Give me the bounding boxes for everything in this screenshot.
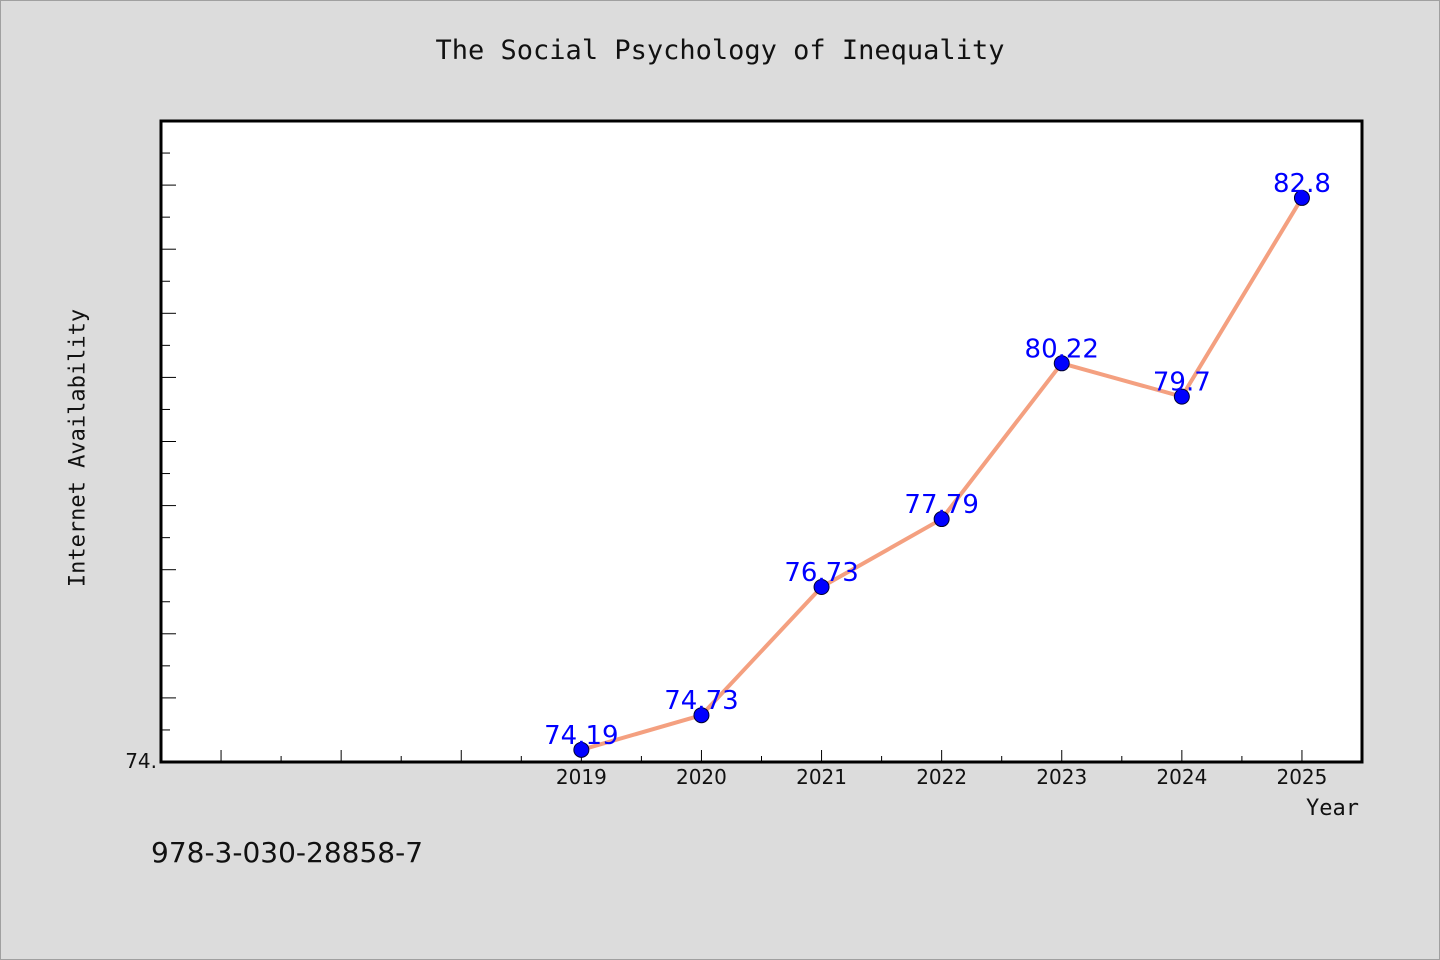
plot-area [159, 119, 1364, 764]
chart-title: The Social Psychology of Inequality [435, 35, 1005, 66]
x-tick-label-2022: 2022 [916, 765, 967, 789]
data-label-2024: 79.7 [1153, 368, 1211, 398]
data-point-2019 [573, 741, 590, 758]
data-label-2019: 74.19 [544, 721, 618, 751]
y-tick-label: 74. [125, 749, 157, 773]
data-point-2022 [933, 511, 950, 528]
data-label-2021: 76.73 [784, 558, 858, 588]
x-tick-label-2020: 2020 [676, 765, 727, 789]
isbn-text: 978-3-030-28858-7 [151, 836, 424, 869]
data-point-2025 [1293, 189, 1310, 206]
x-tick-label-2024: 2024 [1156, 765, 1207, 789]
x-tick-label-2025: 2025 [1276, 765, 1327, 789]
data-label-2022: 77.79 [904, 490, 978, 520]
data-label-2023: 80.22 [1025, 334, 1099, 364]
x-tick-label-2021: 2021 [796, 765, 847, 789]
x-axis-label: Year [1306, 796, 1359, 821]
data-label-2020: 74.73 [664, 686, 738, 716]
data-point-2024 [1173, 388, 1190, 405]
data-point-2023 [1053, 355, 1070, 372]
data-point-2020 [693, 707, 710, 724]
data-label-2025: 82.8 [1273, 169, 1331, 199]
x-tick-label-2019: 2019 [556, 765, 607, 789]
x-tick-label-2023: 2023 [1036, 765, 1087, 789]
data-point-2021 [813, 579, 830, 596]
